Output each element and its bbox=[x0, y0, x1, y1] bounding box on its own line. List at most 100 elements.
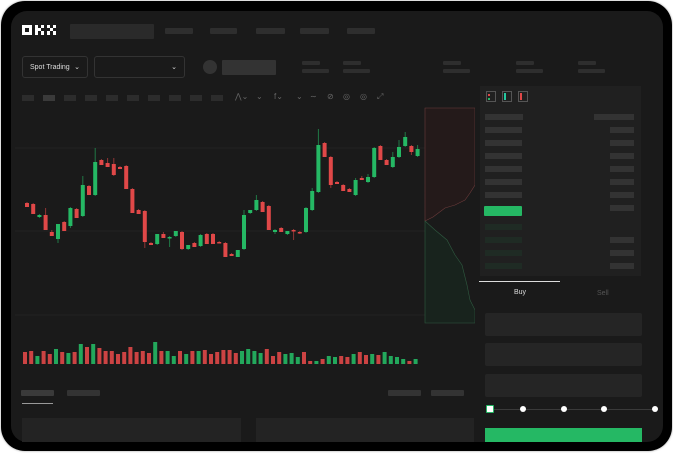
ask-row[interactable] bbox=[485, 192, 522, 198]
timeframe-button[interactable] bbox=[127, 95, 139, 101]
nav-item[interactable] bbox=[256, 28, 285, 34]
pair-price bbox=[222, 60, 276, 75]
bid-row[interactable] bbox=[485, 237, 522, 243]
candle bbox=[316, 129, 321, 193]
candle bbox=[378, 145, 383, 160]
slider-step-75[interactable] bbox=[601, 406, 607, 412]
volume-bar bbox=[91, 344, 96, 364]
volume-bar bbox=[240, 351, 244, 364]
camera-icon[interactable]: ◎ bbox=[343, 92, 350, 101]
volume-bar bbox=[302, 352, 306, 364]
candle bbox=[192, 242, 197, 247]
timeframe-button[interactable] bbox=[22, 95, 34, 101]
timeframe-button[interactable] bbox=[148, 95, 160, 101]
timeframe-button[interactable] bbox=[106, 95, 118, 101]
total-input[interactable] bbox=[485, 374, 642, 397]
ask-row[interactable] bbox=[485, 153, 522, 159]
stat-value bbox=[302, 69, 329, 73]
nav-item[interactable] bbox=[210, 28, 237, 34]
candle-body bbox=[155, 234, 160, 244]
candle bbox=[304, 207, 308, 233]
tab-underline bbox=[22, 403, 53, 404]
ask-row[interactable] bbox=[485, 127, 522, 133]
orderbook-both-icon bbox=[486, 91, 496, 102]
ask-amount bbox=[610, 192, 634, 198]
timeframe-button[interactable] bbox=[169, 95, 181, 101]
search-field[interactable] bbox=[70, 24, 154, 39]
volume-bar bbox=[351, 354, 356, 364]
candle bbox=[409, 145, 414, 155]
volume-bar bbox=[209, 354, 213, 364]
candlestick-chart[interactable] bbox=[15, 105, 475, 370]
volume-bar bbox=[395, 357, 399, 364]
fullscreen-icon[interactable]: ⤢ bbox=[377, 92, 384, 101]
tab-open-orders[interactable] bbox=[21, 390, 54, 396]
volume-bar bbox=[407, 361, 412, 364]
spot-trading-label: Spot Trading bbox=[30, 63, 70, 71]
price-input[interactable] bbox=[485, 313, 642, 336]
candle-body bbox=[372, 148, 377, 177]
filter-button[interactable] bbox=[431, 390, 464, 396]
line-icon[interactable]: ∼ bbox=[310, 92, 317, 101]
timeframe-button-active[interactable] bbox=[43, 95, 55, 101]
spot-trading-button[interactable]: Spot Trading ⌄ bbox=[22, 56, 88, 78]
candle-body bbox=[359, 178, 364, 180]
slider-handle[interactable] bbox=[486, 405, 494, 413]
pair-selector[interactable]: ⌄ bbox=[94, 56, 185, 78]
timeframe-button[interactable] bbox=[190, 95, 202, 101]
candle-body bbox=[68, 208, 73, 226]
okx-logo[interactable] bbox=[22, 24, 62, 36]
buy-tab[interactable]: Buy bbox=[514, 289, 527, 296]
candle bbox=[180, 231, 184, 250]
ask-row[interactable] bbox=[485, 166, 522, 172]
timeframe-button[interactable] bbox=[211, 95, 223, 101]
pencil-icon[interactable]: ⊘ bbox=[327, 92, 334, 101]
volume-bar bbox=[233, 353, 238, 364]
ask-row[interactable] bbox=[485, 179, 522, 185]
bid-row[interactable] bbox=[485, 250, 522, 256]
chevron-down-icon[interactable]: ⌄ bbox=[296, 92, 303, 101]
filter-button[interactable] bbox=[388, 390, 421, 396]
candle bbox=[310, 188, 315, 211]
candle bbox=[415, 145, 420, 157]
candle-body bbox=[397, 147, 401, 157]
candle bbox=[74, 208, 79, 218]
tab-order-history[interactable] bbox=[67, 390, 100, 396]
candle bbox=[217, 241, 222, 244]
ask-amount bbox=[610, 179, 634, 185]
buy-button[interactable] bbox=[485, 428, 642, 442]
slider-step-50[interactable] bbox=[561, 406, 567, 412]
orderbook-view-toggle[interactable] bbox=[486, 91, 530, 102]
candle bbox=[285, 231, 290, 235]
indicator-icon[interactable]: f⌄ bbox=[274, 92, 283, 101]
candle-body bbox=[403, 137, 408, 146]
candle-body bbox=[242, 215, 246, 249]
candle-body bbox=[204, 234, 209, 244]
settings-icon[interactable]: ◎ bbox=[360, 92, 367, 101]
slider-step-100[interactable] bbox=[652, 406, 658, 412]
timeframe-button[interactable] bbox=[85, 95, 97, 101]
candle-body bbox=[31, 204, 36, 214]
nav-item[interactable] bbox=[347, 28, 375, 34]
timeframe-button[interactable] bbox=[64, 95, 76, 101]
candle-body bbox=[173, 231, 178, 236]
volume-bar bbox=[140, 351, 145, 364]
candle bbox=[211, 233, 215, 244]
interval-icon[interactable]: ⌄ bbox=[256, 92, 263, 101]
chart-type-icon[interactable]: ⋀⌄ bbox=[235, 92, 249, 101]
leverage-slider-track[interactable] bbox=[489, 409, 656, 410]
candle bbox=[297, 231, 302, 234]
candle bbox=[347, 188, 352, 192]
nav-item[interactable] bbox=[165, 28, 193, 34]
slider-step-25[interactable] bbox=[520, 406, 526, 412]
stat-label bbox=[302, 61, 320, 65]
volume-bar bbox=[35, 356, 40, 364]
bid-row[interactable] bbox=[485, 224, 522, 230]
sell-tab[interactable]: Sell bbox=[597, 290, 609, 297]
ask-row[interactable] bbox=[485, 140, 522, 146]
bid-row[interactable] bbox=[485, 263, 522, 269]
amount-input[interactable] bbox=[485, 343, 642, 366]
candle-body bbox=[56, 224, 60, 239]
candle-body bbox=[378, 146, 383, 160]
nav-item[interactable] bbox=[300, 28, 329, 34]
